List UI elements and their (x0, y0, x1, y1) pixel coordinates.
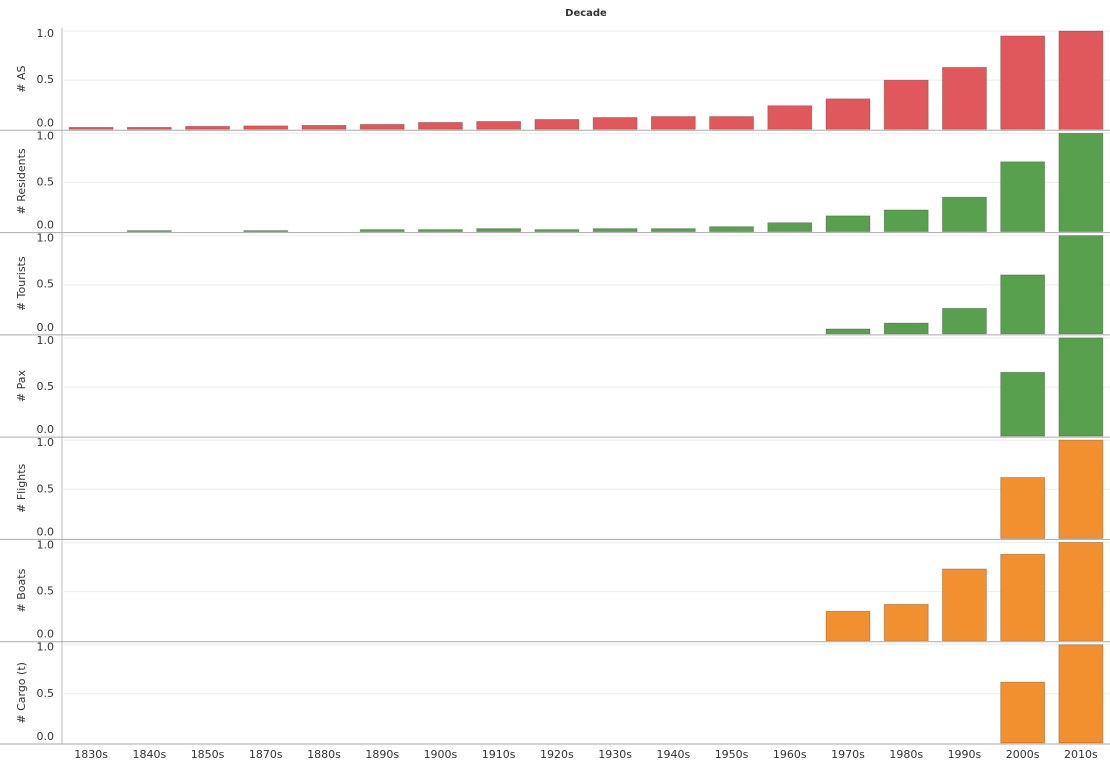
x-tick-label: 1920s (540, 748, 574, 761)
bar (1000, 371, 1046, 437)
bar (1000, 35, 1046, 130)
bar (709, 116, 754, 130)
y-tick-label: 1.0 (37, 129, 55, 142)
bar (1000, 274, 1046, 335)
bar (1058, 644, 1104, 744)
bar (185, 125, 230, 130)
panel-label: # Pax (15, 369, 28, 402)
y-tick-label: 0.0 (37, 628, 55, 641)
bar (243, 230, 289, 232)
x-tick-label: 1840s (132, 748, 166, 761)
y-tick-label: 0.5 (37, 175, 55, 188)
bar (650, 116, 696, 130)
bar (126, 230, 172, 232)
y-tick-label: 1.0 (37, 436, 55, 449)
bar (359, 123, 405, 130)
x-tick-label: 1950s (715, 748, 749, 761)
y-tick-label: 1.0 (37, 232, 55, 245)
x-tick-label: 1900s (424, 748, 458, 761)
bar (709, 226, 754, 232)
y-tick-label: 0.0 (37, 525, 55, 538)
chart-title: Decade (565, 8, 607, 19)
bar (301, 124, 347, 130)
bar (942, 66, 987, 130)
bar (825, 328, 871, 335)
bar (476, 228, 522, 232)
y-tick-label: 0.0 (37, 219, 55, 232)
y-tick-label: 0.5 (37, 585, 55, 598)
x-tick-label: 1870s (249, 748, 283, 761)
bar (68, 126, 114, 130)
bar (825, 610, 871, 642)
y-tick-label: 0.0 (37, 730, 55, 743)
bar (767, 105, 813, 130)
x-tick-label: 2000s (1006, 748, 1040, 761)
bar (1000, 161, 1046, 232)
bar (126, 126, 172, 130)
bar (1058, 30, 1104, 130)
x-tick-label: 1940s (656, 748, 690, 761)
bar (1058, 235, 1104, 335)
y-tick-label: 0.5 (37, 687, 55, 700)
x-tick-label: 1980s (889, 748, 923, 761)
y-tick-label: 0.5 (37, 278, 55, 291)
x-tick-label: 2010s (1064, 748, 1098, 761)
bar (1058, 542, 1104, 642)
x-tick-label: 1960s (773, 748, 807, 761)
y-tick-label: 0.5 (37, 380, 55, 393)
panel-label: # Boats (15, 568, 28, 612)
bar (883, 209, 929, 232)
bar (534, 119, 580, 130)
bar (418, 122, 463, 130)
x-tick-label: 1990s (948, 748, 982, 761)
y-tick-label: 1.0 (37, 334, 55, 347)
bar (942, 568, 987, 642)
y-tick-label: 1.0 (37, 27, 55, 40)
bar (767, 222, 813, 232)
bar (883, 322, 929, 335)
x-tick-label: 1970s (831, 748, 865, 761)
bar (359, 229, 405, 232)
panel-label: # Tourists (15, 256, 28, 311)
bar (1000, 553, 1046, 642)
bar (883, 603, 929, 642)
bar (1000, 477, 1046, 539)
bar (418, 229, 463, 232)
panel-label: # AS (15, 66, 28, 93)
panel-label: # Cargo (t) (15, 662, 28, 724)
bar (534, 229, 580, 232)
bar (825, 98, 871, 130)
y-tick-label: 0.5 (37, 73, 55, 86)
bar (592, 228, 638, 232)
bar (592, 117, 638, 130)
bar (243, 125, 289, 130)
y-tick-label: 0.0 (37, 116, 55, 129)
bar (825, 215, 871, 232)
x-tick-label: 1910s (482, 748, 516, 761)
x-tick-label: 1890s (365, 748, 399, 761)
bar (942, 196, 987, 232)
x-tick-label: 1830s (74, 748, 108, 761)
x-tick-label: 1930s (598, 748, 632, 761)
bar (942, 307, 987, 335)
x-tick-label: 1850s (191, 748, 225, 761)
bar (1058, 132, 1104, 232)
y-tick-label: 1.0 (37, 538, 55, 551)
bar (1058, 439, 1104, 539)
y-tick-label: 0.0 (37, 321, 55, 334)
bar (650, 228, 696, 232)
x-tick-label: 1880s (307, 748, 341, 761)
bar (476, 121, 522, 130)
bar (1000, 681, 1046, 744)
panel-label: # Flights (15, 463, 28, 512)
y-tick-label: 1.0 (37, 641, 55, 654)
bar (883, 79, 929, 130)
y-tick-label: 0.5 (37, 482, 55, 495)
bar (1058, 337, 1104, 437)
panel-label: # Residents (15, 148, 28, 214)
y-tick-label: 0.0 (37, 423, 55, 436)
